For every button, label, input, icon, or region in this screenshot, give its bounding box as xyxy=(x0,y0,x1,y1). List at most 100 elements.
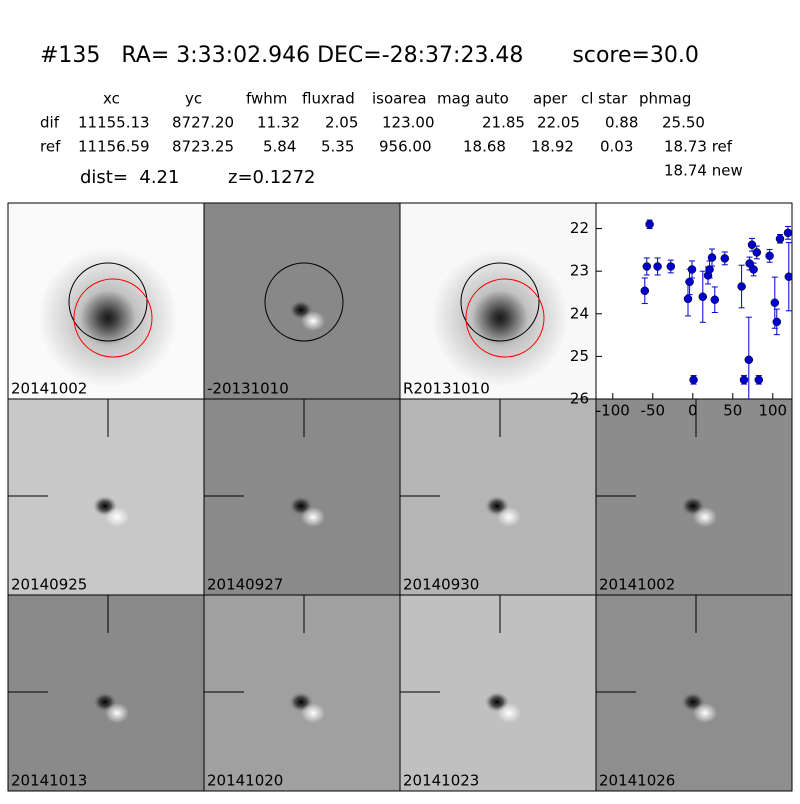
data-point xyxy=(705,265,714,274)
data-point xyxy=(687,265,697,274)
data-point xyxy=(739,375,749,385)
panel-label: 20141023 xyxy=(403,772,479,790)
column-header: xc xyxy=(103,90,120,108)
data-point xyxy=(689,375,698,385)
table-cell: 11156.59 xyxy=(78,138,150,156)
table-cell: 5.35 xyxy=(321,138,354,156)
column-header: aper xyxy=(533,90,568,108)
data-point xyxy=(783,228,792,238)
data-point xyxy=(666,262,676,271)
data-point xyxy=(775,234,785,244)
panel-label: 20141020 xyxy=(207,772,283,790)
data-point xyxy=(784,272,792,281)
table-cell: 22.05 xyxy=(537,114,580,132)
column-header: yc xyxy=(185,90,202,108)
data-point xyxy=(737,282,746,291)
residual-bright xyxy=(301,703,325,723)
data-point xyxy=(685,277,694,287)
y-tick-label: 22 xyxy=(570,219,589,237)
table-cell: 11.32 xyxy=(257,114,300,132)
table-cell: 0.03 xyxy=(600,138,633,156)
panel-label: -20131010 xyxy=(207,380,289,398)
table-cell: 2.05 xyxy=(325,114,358,132)
y-tick-label: 26 xyxy=(570,390,589,408)
data-point xyxy=(765,251,774,261)
data-point xyxy=(710,295,720,304)
x-tick-label: 0 xyxy=(688,402,698,420)
data-point xyxy=(754,375,764,385)
column-header: fluxrad xyxy=(302,90,355,108)
data-point xyxy=(707,253,717,262)
panel-label: 20141002 xyxy=(599,576,675,594)
data-point xyxy=(720,254,730,263)
table-cell: 5.84 xyxy=(263,138,296,156)
y-tick-label: 24 xyxy=(570,304,589,322)
table-cell: 25.50 xyxy=(662,114,705,132)
x-tick-label: -50 xyxy=(641,402,666,420)
residual-bright xyxy=(301,507,325,527)
data-point xyxy=(683,294,693,304)
table-cell: 11155.13 xyxy=(78,114,150,132)
data-point xyxy=(772,317,782,327)
extra-mag: 18.74 new xyxy=(664,162,743,180)
x-tick-label: 100 xyxy=(758,402,787,420)
panel-label: 20140925 xyxy=(11,576,87,594)
table-cell: 956.00 xyxy=(379,138,432,156)
residual-bright xyxy=(301,311,325,331)
residual-bright xyxy=(693,703,717,723)
table-cell: 123.00 xyxy=(382,114,435,132)
dist: dist= 4.21 xyxy=(80,167,179,188)
data-point xyxy=(642,262,652,271)
x-tick-label: -100 xyxy=(596,402,630,420)
data-point xyxy=(747,240,757,250)
column-header: mag auto xyxy=(437,90,509,108)
aperture-circle xyxy=(460,262,540,342)
data-point xyxy=(744,355,754,365)
data-point xyxy=(645,220,654,229)
plot-area xyxy=(595,202,793,400)
residual-bright xyxy=(497,703,521,723)
y-tick-label: 25 xyxy=(570,347,589,365)
panel-label: 20141026 xyxy=(599,772,675,790)
table-cell: 18.73 ref xyxy=(664,138,733,156)
column-header: cl star xyxy=(581,90,628,108)
column-header: phmag xyxy=(639,90,691,108)
residual-bright xyxy=(105,507,129,527)
aperture-circle xyxy=(465,278,545,358)
table-cell: 8727.20 xyxy=(172,114,234,132)
aperture-circle xyxy=(68,262,148,342)
galaxy xyxy=(38,248,178,388)
title: #135 RA= 3:33:02.946 DEC=-28:37:23.48 sc… xyxy=(40,43,699,68)
residual-bright xyxy=(497,507,521,527)
panel-label: 20140927 xyxy=(207,576,283,594)
table-cell: 18.68 xyxy=(463,138,506,156)
data-point xyxy=(698,292,708,301)
data-point xyxy=(752,248,762,257)
redshift: z=0.1272 xyxy=(228,167,316,188)
column-header: fwhm xyxy=(246,90,287,108)
table-cell: dif xyxy=(40,114,60,132)
y-tick-label: 23 xyxy=(570,262,589,280)
x-tick-label: 50 xyxy=(723,402,742,420)
data-point xyxy=(653,262,662,271)
column-header: isoarea xyxy=(372,90,427,108)
residual-bright xyxy=(693,507,717,527)
table-cell: 21.85 xyxy=(482,114,525,132)
panel-label: 20140930 xyxy=(403,576,479,594)
panel-label: 20141013 xyxy=(11,772,87,790)
table-cell: ref xyxy=(40,138,61,156)
residual-bright xyxy=(105,703,129,723)
panel-label: 20141002 xyxy=(11,380,87,398)
aperture-circle xyxy=(264,262,344,342)
table-cell: 0.88 xyxy=(605,114,638,132)
galaxy xyxy=(430,248,570,388)
aperture-circle xyxy=(73,278,153,358)
table-cell: 8723.25 xyxy=(172,138,234,156)
panel-label: R20131010 xyxy=(403,380,490,398)
data-point xyxy=(640,286,650,296)
table-cell: 18.92 xyxy=(531,138,574,156)
data-point xyxy=(770,298,780,307)
data-point xyxy=(749,265,758,274)
